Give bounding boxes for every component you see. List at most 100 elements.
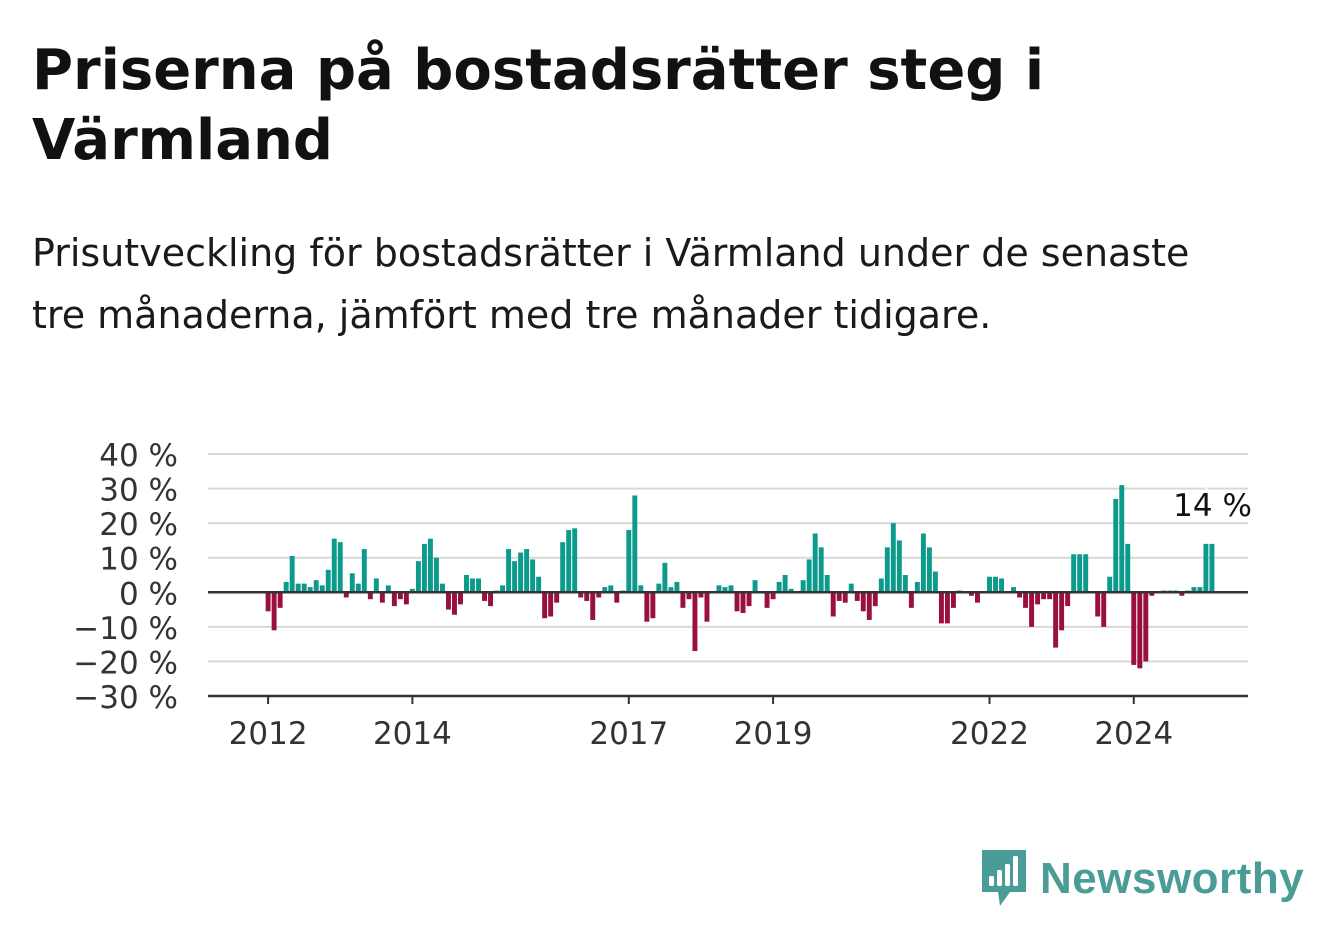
bar <box>530 559 536 593</box>
bar <box>397 592 403 600</box>
bar <box>1203 543 1209 593</box>
bar <box>1149 592 1155 596</box>
bar <box>590 592 596 620</box>
axes <box>208 591 1248 704</box>
bar <box>1095 592 1101 617</box>
bar <box>656 583 662 593</box>
bar <box>1131 592 1137 665</box>
bar <box>476 578 481 593</box>
bar <box>1077 554 1083 593</box>
bar <box>433 557 439 593</box>
bar-chart: −30 %−20 %−10 %0 %10 %20 %30 %40 % 2012 20… <box>73 438 1255 752</box>
bar <box>1137 592 1143 669</box>
bar <box>349 573 355 593</box>
bar <box>674 581 680 593</box>
bar <box>542 592 548 619</box>
bar <box>644 592 650 622</box>
bar <box>536 576 542 593</box>
bar <box>1029 592 1035 627</box>
bar <box>1143 592 1149 662</box>
bar <box>271 592 277 631</box>
bar <box>1065 592 1071 607</box>
bar <box>818 547 824 593</box>
bar <box>566 530 572 593</box>
bar <box>301 583 307 593</box>
bar <box>734 592 740 612</box>
bar <box>626 530 632 593</box>
x-tick-label: 2014 <box>373 716 452 752</box>
bar <box>1197 587 1203 593</box>
x-tick-label: 2024 <box>1094 716 1173 752</box>
bar <box>1101 592 1107 627</box>
bar <box>848 583 854 593</box>
bar <box>902 575 908 593</box>
bar <box>668 587 674 593</box>
bar <box>500 585 506 593</box>
y-tick-label: 20 % <box>99 507 178 543</box>
bar <box>361 549 367 593</box>
bar <box>969 592 974 596</box>
bar <box>740 592 746 614</box>
bar <box>379 592 385 603</box>
bar <box>391 592 397 607</box>
bar <box>938 592 944 624</box>
x-tick-label: 2012 <box>229 716 308 752</box>
bar <box>746 592 752 607</box>
x-tick-label: 2019 <box>734 716 813 752</box>
bar <box>445 592 451 610</box>
bar <box>999 578 1004 593</box>
brand-name: Newsworthy <box>1040 854 1305 903</box>
bar <box>427 538 433 593</box>
bar <box>872 592 878 607</box>
bar <box>830 592 836 617</box>
bar <box>439 583 445 593</box>
bar <box>548 592 554 617</box>
bar <box>614 592 620 603</box>
bar <box>800 580 806 593</box>
bar <box>1035 592 1041 605</box>
chart-subtitle: Prisutveckling för bostadsrätter i Värml… <box>32 231 1190 337</box>
bar <box>884 547 890 593</box>
bar <box>1011 587 1017 593</box>
bar <box>1083 554 1089 593</box>
chart-title: Priserna på bostadsrätter steg i Värmlan… <box>32 38 1045 173</box>
newsworthy-logo-icon <box>982 850 1026 906</box>
bar <box>752 580 758 593</box>
bar <box>860 592 866 612</box>
bar <box>662 562 668 593</box>
bar <box>1191 587 1197 593</box>
bar <box>716 585 722 593</box>
bar <box>975 592 980 603</box>
y-tick-label: −30 % <box>73 680 178 716</box>
bar <box>836 592 842 601</box>
bar <box>878 578 884 593</box>
bar <box>788 588 794 593</box>
bar <box>698 592 704 598</box>
bar <box>470 578 475 593</box>
bar <box>554 592 560 603</box>
bar <box>373 578 379 593</box>
bar <box>842 592 848 603</box>
bar <box>518 552 524 593</box>
bar <box>1017 592 1023 598</box>
bar <box>632 495 638 593</box>
bar <box>289 555 295 593</box>
bar <box>1053 592 1059 648</box>
bar <box>920 533 926 593</box>
y-tick-label: 40 % <box>99 438 178 474</box>
bar <box>1071 554 1077 593</box>
bar <box>704 592 710 622</box>
bar <box>560 542 566 593</box>
bar <box>307 587 313 593</box>
bar <box>680 592 686 608</box>
bar <box>596 592 602 598</box>
bar <box>692 592 698 652</box>
bar <box>812 533 818 593</box>
bar <box>993 576 998 593</box>
bar <box>319 585 325 593</box>
bar <box>367 592 373 600</box>
bar <box>650 592 656 619</box>
y-tick-label: 10 % <box>99 542 178 578</box>
bar <box>337 542 343 593</box>
bar <box>1047 592 1053 600</box>
